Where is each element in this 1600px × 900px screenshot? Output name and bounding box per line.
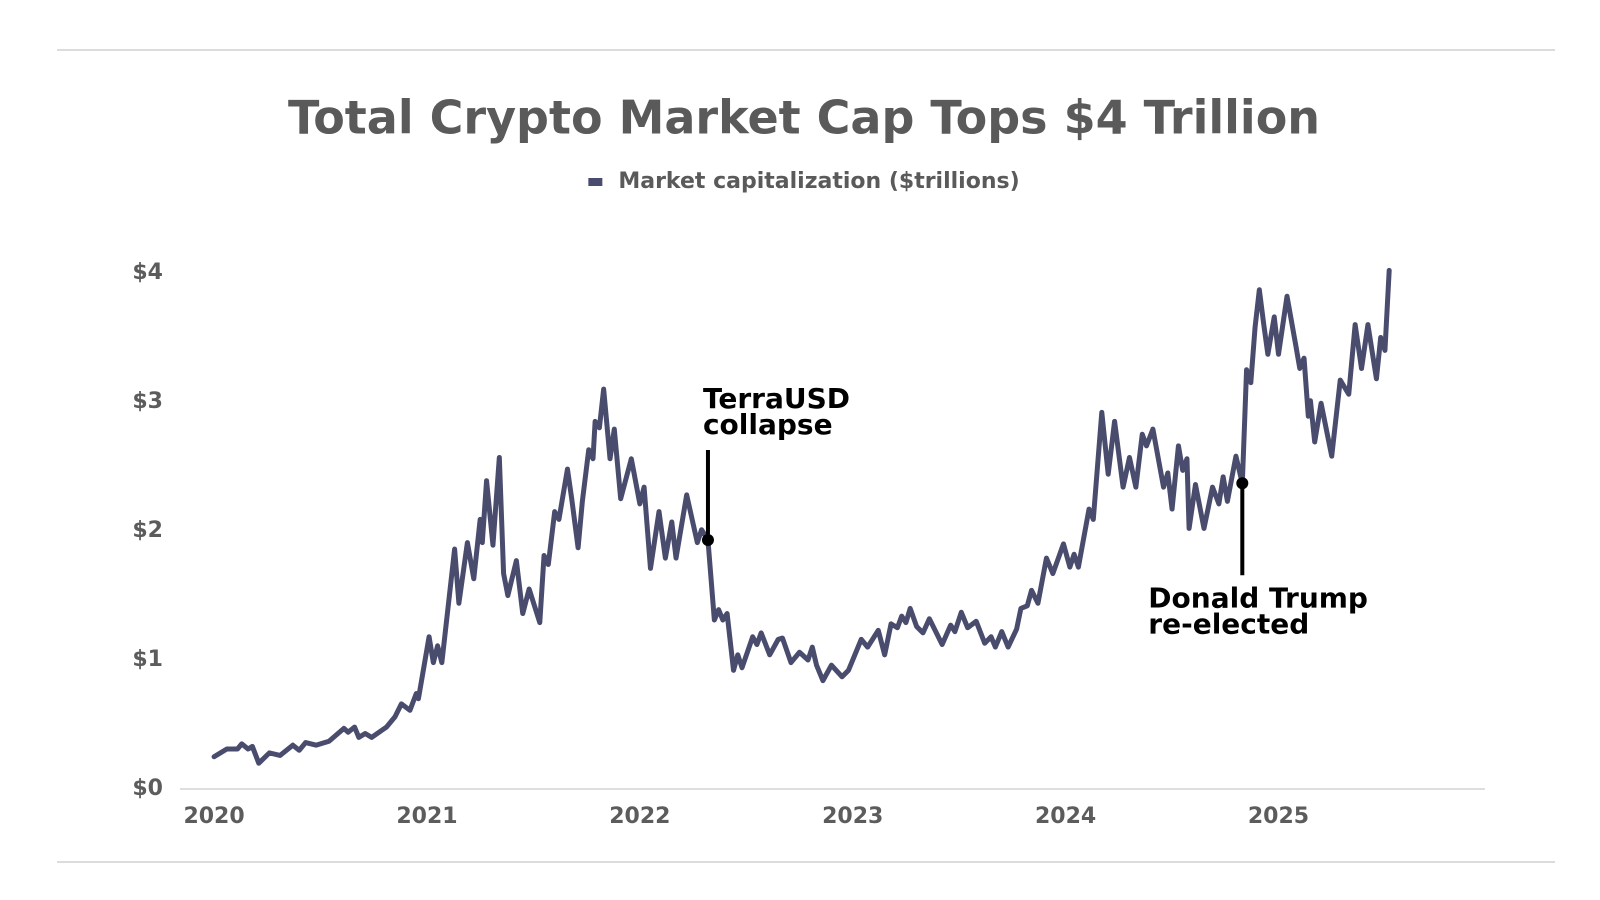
y-tick-label: $0 [132,776,163,801]
x-tick-label: 2025 [1248,804,1309,829]
annotation-text: TerraUSD [703,382,850,415]
annotation-text: collapse [703,408,833,441]
chart-title: Total Crypto Market Cap Tops $4 Trillion [288,91,1320,145]
annotation-point [701,534,714,547]
annotation-point [1236,477,1249,490]
y-tick-label: $1 [132,647,163,672]
line-series [211,267,1392,766]
legend-label: Market capitalization ($trillions) [618,169,1019,194]
x-tick-label: 2020 [183,804,244,829]
annotation-text: re-elected [1148,607,1309,640]
y-tick-label: $2 [132,518,163,543]
x-tick-label: 2021 [396,804,457,829]
y-tick-label: $3 [132,389,163,414]
y-tick-label: $4 [132,260,163,285]
x-tick-label: 2023 [822,804,883,829]
annotation-text: Donald Trump [1148,581,1368,614]
legend-marker [588,178,603,186]
x-tick-label: 2022 [609,804,670,829]
x-tick-label: 2024 [1035,804,1096,829]
